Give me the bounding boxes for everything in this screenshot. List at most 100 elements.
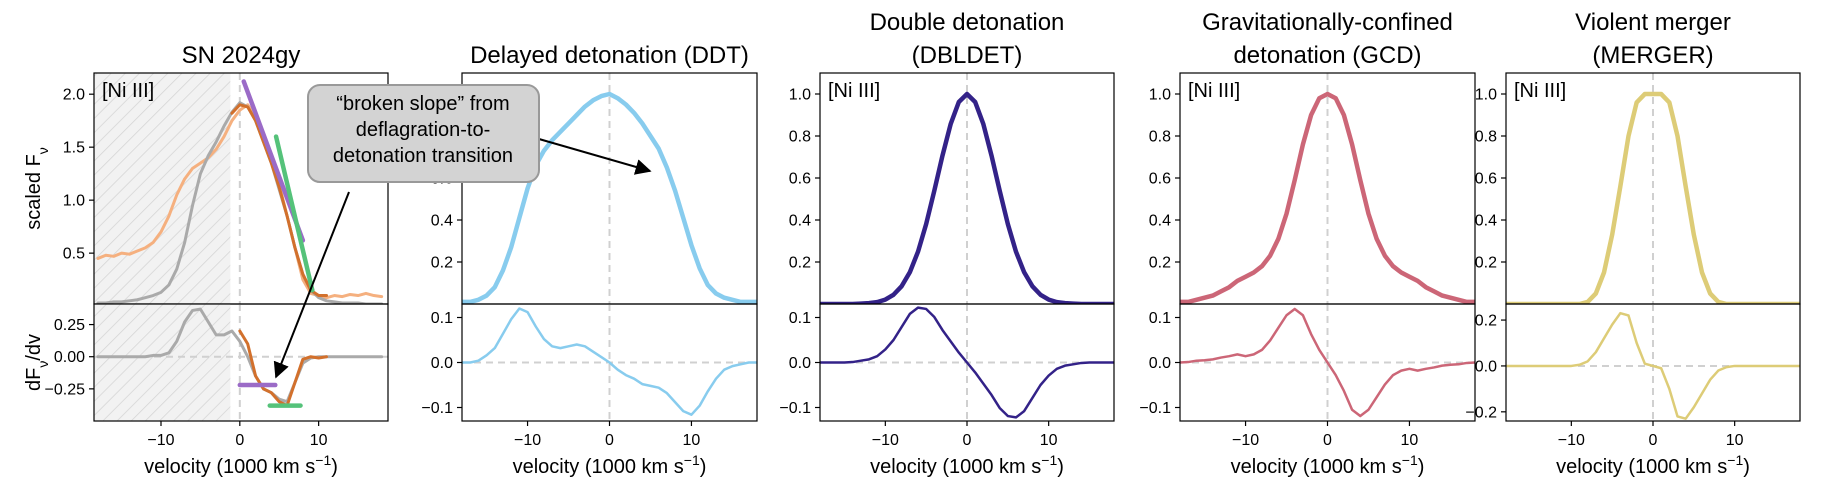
y-tick-label: 0.2 bbox=[1475, 255, 1497, 272]
xlabel: velocity (1000 km s−1) bbox=[1231, 452, 1425, 478]
x-tick-label: 10 bbox=[1726, 432, 1744, 449]
xlabel-part: −1 bbox=[1727, 452, 1743, 468]
annotation: [Ni III] bbox=[1514, 80, 1566, 102]
x-tick-label: 0 bbox=[1649, 432, 1658, 449]
data-line bbox=[1506, 91, 1800, 304]
y-tick-label: −0.25 bbox=[45, 381, 86, 398]
y-tick-label: 1.0 bbox=[1475, 87, 1497, 104]
data-line bbox=[462, 91, 757, 304]
y-tick-label: 0.8 bbox=[1149, 129, 1171, 146]
y-tick-label: 0.8 bbox=[789, 129, 811, 146]
y-tick-label: −0.2 bbox=[1465, 404, 1497, 421]
x-tick-label: 0 bbox=[605, 432, 614, 449]
ylabel: scaled Fν bbox=[23, 147, 51, 230]
chart-title: Double detonation bbox=[870, 9, 1065, 36]
arrow bbox=[273, 191, 350, 379]
callout-box bbox=[307, 84, 540, 183]
callout-text: “broken slope” from bbox=[336, 93, 509, 115]
xlabel-part: −1 bbox=[1041, 452, 1057, 468]
ylabel-part: ν bbox=[35, 147, 51, 154]
x-tick-label: 0 bbox=[963, 432, 972, 449]
xlabel-part: −1 bbox=[1402, 452, 1418, 468]
callout-text: deflagration-to- bbox=[356, 119, 491, 141]
xlabel-part: ) bbox=[331, 456, 338, 478]
y-tick-label: 0.2 bbox=[789, 255, 811, 272]
data-line bbox=[1180, 307, 1475, 418]
y-tick-label: 0.6 bbox=[1475, 171, 1497, 188]
y-tick-label: 0.4 bbox=[1149, 213, 1171, 230]
y-tick-label: 0.5 bbox=[63, 246, 85, 263]
axes-frame bbox=[1179, 303, 1476, 422]
chart-title: Violent merger bbox=[1575, 9, 1731, 36]
x-tick-label: 10 bbox=[1040, 432, 1058, 449]
y-tick-label: 0.1 bbox=[789, 310, 811, 327]
y-tick-label: 0.6 bbox=[1149, 171, 1171, 188]
axes-frame bbox=[93, 303, 389, 422]
data-line bbox=[462, 307, 757, 416]
annotation: [Ni III] bbox=[102, 80, 154, 102]
y-tick-label: 0.4 bbox=[431, 213, 453, 230]
axes-frame bbox=[461, 303, 758, 422]
xlabel-part: velocity (1000 km s bbox=[870, 456, 1041, 478]
y-tick-label: 1.0 bbox=[789, 87, 811, 104]
data-line bbox=[820, 91, 1114, 304]
y-tick-label: 0.4 bbox=[1475, 213, 1497, 230]
xlabel-part: ) bbox=[700, 456, 707, 478]
chart-title: (DBLDET) bbox=[912, 42, 1023, 69]
y-tick-label: 0.0 bbox=[431, 355, 453, 372]
y-tick-label: 0.25 bbox=[54, 317, 85, 334]
data-line bbox=[1506, 311, 1800, 420]
chart-title: SN 2024gy bbox=[182, 42, 301, 69]
y-tick-label: 0.6 bbox=[789, 171, 811, 188]
y-tick-label: 2.0 bbox=[63, 87, 85, 104]
x-tick-label: 0 bbox=[1323, 432, 1332, 449]
x-tick-label: 10 bbox=[683, 432, 701, 449]
data-line bbox=[96, 101, 384, 304]
chart-title: Delayed detonation (DDT) bbox=[470, 42, 749, 69]
y-tick-label: −0.1 bbox=[421, 400, 453, 417]
arrow bbox=[538, 138, 652, 175]
y-tick-label: −0.1 bbox=[1139, 400, 1171, 417]
y-tick-label: 0.2 bbox=[431, 255, 453, 272]
x-tick-label: 10 bbox=[310, 432, 328, 449]
y-tick-label: 0.0 bbox=[789, 355, 811, 372]
xlabel-part: ) bbox=[1743, 456, 1750, 478]
shaded-region bbox=[94, 304, 231, 421]
x-tick-label: −10 bbox=[1232, 432, 1259, 449]
xlabel: velocity (1000 km s−1) bbox=[1556, 452, 1750, 478]
xlabel-part: velocity (1000 km s bbox=[513, 456, 684, 478]
y-tick-label: 0.4 bbox=[789, 213, 811, 230]
y-tick-label: 0.00 bbox=[54, 349, 85, 366]
data-line bbox=[820, 306, 1114, 419]
xlabel: velocity (1000 km s−1) bbox=[513, 452, 707, 478]
ylabel-part: /dv bbox=[23, 334, 45, 361]
y-tick-label: 0.8 bbox=[1475, 129, 1497, 146]
xlabel-part: −1 bbox=[315, 452, 331, 468]
annotation: [Ni III] bbox=[1188, 80, 1240, 102]
axes-frame bbox=[819, 303, 1115, 422]
xlabel: velocity (1000 km s−1) bbox=[144, 452, 338, 478]
data-line bbox=[273, 134, 315, 293]
shaded-region bbox=[94, 73, 231, 304]
x-tick-label: 10 bbox=[1401, 432, 1419, 449]
y-tick-label: 0.1 bbox=[1149, 310, 1171, 327]
ylabel-part: scaled F bbox=[23, 154, 45, 230]
y-tick-label: 1.0 bbox=[63, 193, 85, 210]
y-tick-label: −0.1 bbox=[779, 400, 811, 417]
xlabel-part: velocity (1000 km s bbox=[1556, 456, 1727, 478]
y-tick-label: 1.5 bbox=[63, 140, 85, 157]
chart-title: detonation (GCD) bbox=[1233, 42, 1421, 69]
data-line bbox=[96, 307, 384, 404]
xlabel-part: velocity (1000 km s bbox=[1231, 456, 1402, 478]
annotation: [Ni III] bbox=[828, 80, 880, 102]
xlabel-part: velocity (1000 km s bbox=[144, 456, 315, 478]
y-tick-label: 1.0 bbox=[1149, 87, 1171, 104]
x-tick-label: −10 bbox=[514, 432, 541, 449]
xlabel-part: ) bbox=[1418, 456, 1425, 478]
ylabel-part: ν bbox=[35, 361, 51, 368]
data-line bbox=[1180, 91, 1475, 304]
chart-title: Gravitationally-confined bbox=[1202, 9, 1453, 36]
y-tick-label: 0.0 bbox=[1149, 355, 1171, 372]
x-tick-label: 0 bbox=[235, 432, 244, 449]
